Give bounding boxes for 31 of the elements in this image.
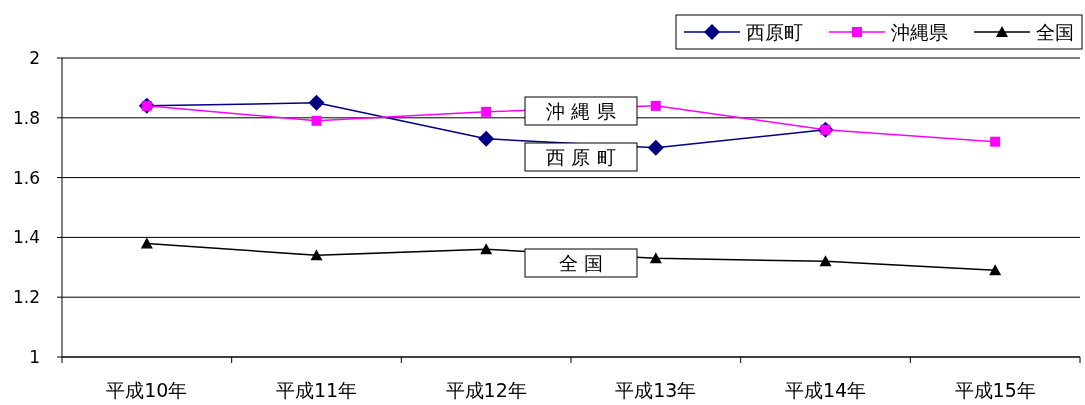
point — [990, 136, 1001, 147]
point — [481, 106, 492, 117]
x-tick-label: 平成11年 — [275, 379, 358, 401]
x-tick-label: 平成10年 — [106, 379, 188, 401]
point — [308, 94, 325, 111]
point — [649, 252, 662, 264]
legend-label: 西原町 — [746, 21, 803, 43]
y-tick-label: 1.6 — [12, 167, 40, 188]
y-tick-label: 1.8 — [12, 107, 40, 128]
point — [819, 255, 832, 267]
annotation: 全 国 — [558, 252, 604, 274]
y-tick-label: 1.4 — [12, 227, 40, 248]
point — [650, 100, 661, 111]
x-tick-label: 平成13年 — [615, 379, 697, 401]
point — [989, 264, 1002, 276]
y-tick-label: 2 — [29, 48, 40, 68]
point — [480, 243, 493, 255]
point — [311, 115, 322, 126]
point — [647, 139, 664, 156]
annotation: 西 原 町 — [546, 146, 616, 168]
annotation: 沖 縄 県 — [546, 100, 616, 122]
point — [310, 249, 323, 261]
point — [140, 237, 153, 249]
x-tick-label: 平成14年 — [784, 379, 867, 401]
x-tick-label: 平成15年 — [954, 379, 1036, 401]
y-tick-label: 1 — [29, 347, 40, 367]
point — [478, 130, 495, 147]
legend-label: 沖縄県 — [891, 21, 948, 43]
legend-label: 全国 — [1036, 21, 1074, 43]
x-tick-label: 平成12年 — [445, 379, 527, 401]
y-tick-label: 1.2 — [12, 287, 40, 308]
